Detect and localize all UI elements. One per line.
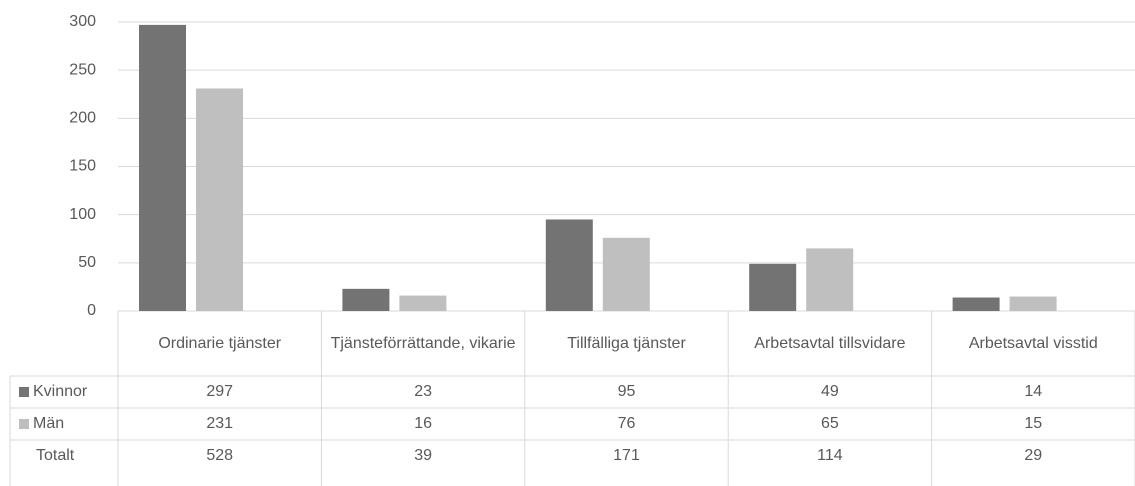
y-tick-label: 0 [87,302,96,319]
category-label: Arbetsavtal tillsvidare [754,334,906,352]
y-tick-label: 300 [69,13,96,30]
table-total: 114 [817,447,843,464]
bar [749,263,797,311]
table-value: 95 [617,383,636,400]
table-value: 76 [617,415,636,432]
y-tick-label: 250 [69,61,96,78]
table-value: 14 [1024,383,1043,400]
bar [602,237,650,311]
y-tick-label: 200 [69,110,96,127]
bar [545,219,593,311]
bar [139,24,186,311]
table-value: 16 [414,415,432,432]
category-label: Arbetsavtal visstid [968,334,1098,352]
table-total: 29 [1024,447,1043,464]
bar [1009,296,1057,311]
totals-label: Totalt [36,447,75,464]
bar [196,88,243,311]
y-tick-label: 100 [69,206,96,223]
table-value: 23 [414,383,432,400]
category-label: Tjänsteförrättande, vikarie [330,334,516,352]
legend-label: Kvinnor [33,383,88,400]
legend-label: Män [33,415,64,432]
table-total: 171 [613,447,640,464]
y-tick-label: 150 [69,158,96,175]
table-value: 297 [206,383,234,400]
category-label: Ordinarie tjänster [158,334,282,352]
legend-swatch [19,419,29,429]
bar [952,297,1000,311]
bar [806,248,854,311]
category-label: Tillfälliga tjänster [567,334,686,352]
table-value: 65 [820,415,839,432]
table-value: 49 [820,383,839,400]
y-tick-label: 50 [78,254,96,271]
table-total: 528 [206,447,234,464]
table-value: 15 [1024,415,1043,432]
legend-swatch [19,387,29,397]
bar [399,295,447,311]
table-total: 39 [414,447,432,464]
table-value: 231 [206,415,234,432]
bar [342,288,390,311]
